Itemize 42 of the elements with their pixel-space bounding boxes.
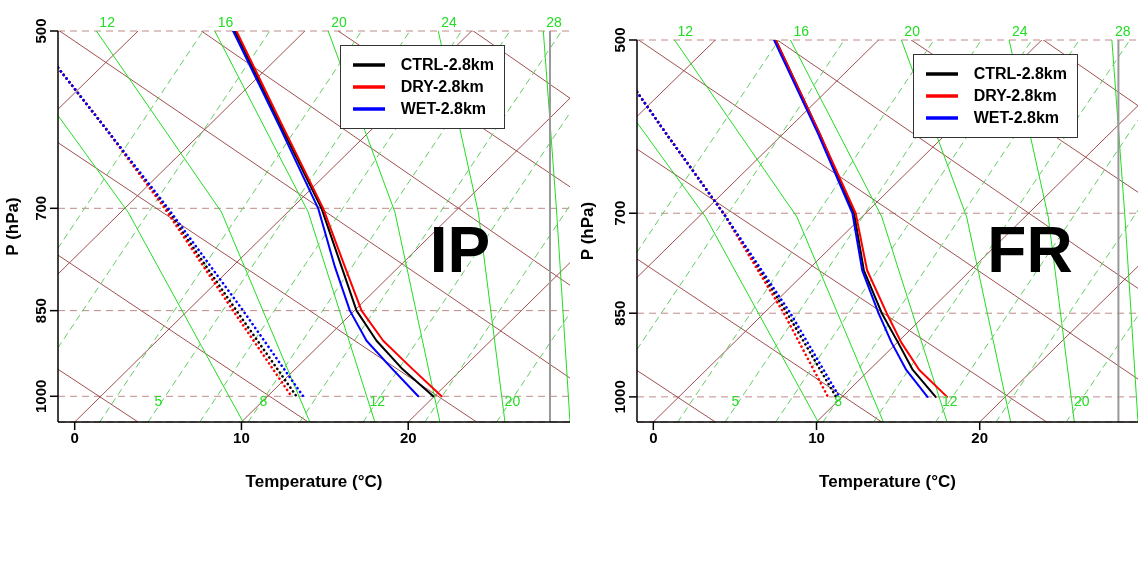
legend-label: CTRL-2.8km xyxy=(973,65,1067,83)
legend-label: WET-2.8km xyxy=(973,109,1059,127)
legend-label: WET-2.8km xyxy=(400,100,486,118)
y-tick-label: 1000 xyxy=(32,379,49,413)
x-tick-label: 10 xyxy=(808,428,825,446)
annotation: 12 xyxy=(369,392,386,409)
legend-label: DRY-2.8km xyxy=(400,78,484,96)
annotation: 12 xyxy=(99,14,116,30)
annotation: FR xyxy=(987,213,1073,287)
annotation: 12 xyxy=(941,393,958,410)
legend-label: CTRL-2.8km xyxy=(400,56,494,74)
x-tick-label: 20 xyxy=(971,428,989,446)
annotation: 28 xyxy=(1114,23,1131,39)
annotation: 5 xyxy=(731,393,740,410)
x-tick-label: 20 xyxy=(399,428,417,446)
x-tick-label: 0 xyxy=(70,428,79,446)
y-tick-label: 850 xyxy=(32,298,49,324)
annotation: 16 xyxy=(793,23,810,39)
x-axis-title: Temperature (°C) xyxy=(245,472,383,491)
annotation: 20 xyxy=(904,23,921,39)
x-tick-label: 0 xyxy=(649,428,658,446)
annotation: 28 xyxy=(546,14,563,30)
annotation: 5 xyxy=(154,392,163,409)
y-axis-title: P (hPa) xyxy=(578,201,598,261)
annotation: IP xyxy=(429,213,491,287)
annotation: 20 xyxy=(1074,393,1090,410)
y-tick-label: 850 xyxy=(611,300,628,326)
x-axis-title: Temperature (°C) xyxy=(819,472,956,491)
y-tick-label: 700 xyxy=(32,195,49,221)
y-tick-label: 500 xyxy=(32,18,49,44)
annotation: 16 xyxy=(217,14,234,30)
y-axis-title: P (hPa) xyxy=(3,197,23,256)
annotation: 12 xyxy=(677,23,694,39)
y-tick-label: 1000 xyxy=(611,380,628,414)
y-tick-label: 700 xyxy=(611,200,628,226)
y-tick-label: 500 xyxy=(611,27,628,53)
legend-label: DRY-2.8km xyxy=(973,87,1057,105)
x-tick-label: 10 xyxy=(233,428,250,446)
annotation: 24 xyxy=(1012,23,1028,39)
annotation: 20 xyxy=(331,14,347,30)
annotation: 24 xyxy=(441,14,458,30)
annotation: 20 xyxy=(504,392,521,409)
